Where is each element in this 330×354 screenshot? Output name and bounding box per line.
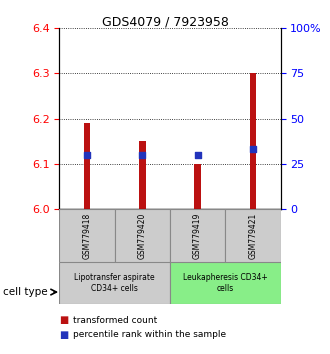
Text: transformed count: transformed count [73, 316, 157, 325]
Text: GSM779420: GSM779420 [138, 212, 147, 259]
Text: GSM779419: GSM779419 [193, 212, 202, 259]
Point [195, 152, 200, 158]
Bar [115, 209, 170, 262]
Bar [225, 209, 280, 262]
Point [84, 152, 90, 158]
Text: Leukapheresis CD34+
cells: Leukapheresis CD34+ cells [183, 274, 268, 293]
Text: percentile rank within the sample: percentile rank within the sample [73, 330, 226, 339]
Bar [170, 209, 225, 262]
Text: cell type: cell type [3, 287, 48, 297]
Text: Lipotransfer aspirate
CD34+ cells: Lipotransfer aspirate CD34+ cells [74, 274, 155, 293]
Text: GSM779418: GSM779418 [82, 212, 91, 258]
Bar [59, 262, 170, 304]
Bar [170, 262, 280, 304]
Text: ■: ■ [59, 315, 69, 325]
Bar [249, 73, 256, 209]
Text: GSM779421: GSM779421 [248, 212, 257, 258]
Bar [84, 123, 90, 209]
Point [140, 152, 145, 158]
Bar [59, 209, 115, 262]
Text: ■: ■ [59, 330, 69, 339]
Bar [194, 164, 201, 209]
Point [250, 147, 255, 152]
Bar [139, 141, 146, 209]
Text: GDS4079 / 7923958: GDS4079 / 7923958 [102, 16, 228, 29]
